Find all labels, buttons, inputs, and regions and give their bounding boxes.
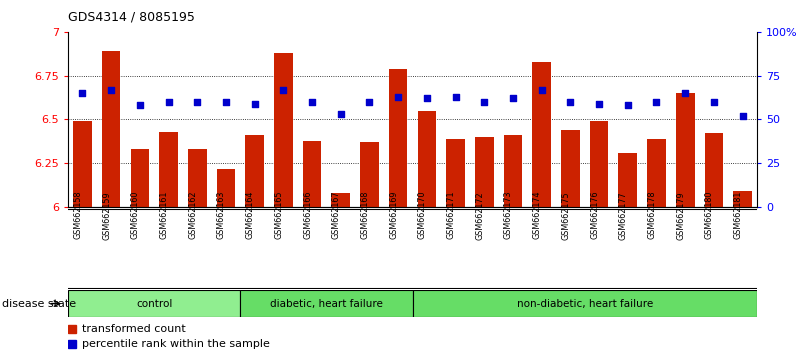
Point bbox=[306, 99, 319, 105]
Text: GSM662168: GSM662168 bbox=[360, 191, 369, 239]
Text: GSM662171: GSM662171 bbox=[447, 191, 456, 240]
Text: GSM662172: GSM662172 bbox=[475, 191, 485, 240]
Bar bbox=[475, 137, 493, 207]
Bar bbox=[676, 93, 694, 207]
Text: disease state: disease state bbox=[2, 298, 76, 309]
Point bbox=[622, 103, 634, 108]
Text: GSM662169: GSM662169 bbox=[389, 191, 398, 240]
Text: GSM662165: GSM662165 bbox=[275, 191, 284, 240]
Point bbox=[421, 96, 433, 101]
Bar bbox=[360, 142, 379, 207]
Bar bbox=[73, 121, 92, 207]
Bar bbox=[245, 135, 264, 207]
Bar bbox=[618, 153, 637, 207]
Text: GSM662179: GSM662179 bbox=[676, 191, 685, 240]
Text: GSM662164: GSM662164 bbox=[246, 191, 255, 239]
Bar bbox=[159, 132, 178, 207]
Bar bbox=[303, 141, 321, 207]
Point bbox=[363, 99, 376, 105]
Bar bbox=[274, 53, 292, 207]
Text: GSM662159: GSM662159 bbox=[103, 191, 111, 240]
Point bbox=[478, 99, 491, 105]
Bar bbox=[705, 133, 723, 207]
Point bbox=[449, 94, 462, 99]
Bar bbox=[240, 290, 413, 317]
Text: non-diabetic, heart failure: non-diabetic, heart failure bbox=[517, 298, 653, 309]
Text: percentile rank within the sample: percentile rank within the sample bbox=[82, 339, 270, 349]
Bar bbox=[561, 130, 580, 207]
Text: GSM662174: GSM662174 bbox=[533, 191, 541, 240]
Point bbox=[564, 99, 577, 105]
Point bbox=[535, 87, 548, 92]
Point bbox=[650, 99, 663, 105]
Point bbox=[334, 112, 347, 117]
Bar bbox=[590, 121, 609, 207]
Point bbox=[392, 94, 405, 99]
Point bbox=[593, 101, 606, 107]
Text: transformed count: transformed count bbox=[82, 324, 186, 335]
Bar bbox=[68, 290, 240, 317]
Text: GDS4314 / 8085195: GDS4314 / 8085195 bbox=[68, 11, 195, 24]
Text: GSM662167: GSM662167 bbox=[332, 191, 340, 240]
Bar bbox=[504, 135, 522, 207]
Point bbox=[105, 87, 118, 92]
Text: control: control bbox=[136, 298, 172, 309]
Text: GSM662181: GSM662181 bbox=[734, 191, 743, 239]
Point bbox=[277, 87, 290, 92]
Text: diabetic, heart failure: diabetic, heart failure bbox=[270, 298, 383, 309]
Bar bbox=[216, 169, 235, 207]
Point bbox=[506, 96, 519, 101]
Bar bbox=[131, 149, 149, 207]
Text: GSM662160: GSM662160 bbox=[131, 191, 140, 239]
Bar bbox=[102, 51, 120, 207]
Bar bbox=[733, 191, 752, 207]
Point bbox=[76, 90, 89, 96]
Text: GSM662158: GSM662158 bbox=[74, 191, 83, 240]
Point bbox=[678, 90, 691, 96]
Point bbox=[219, 99, 232, 105]
Bar bbox=[188, 149, 207, 207]
Point bbox=[248, 101, 261, 107]
Bar bbox=[332, 193, 350, 207]
Bar bbox=[446, 139, 465, 207]
Bar bbox=[417, 111, 437, 207]
Text: GSM662177: GSM662177 bbox=[619, 191, 628, 240]
Text: GSM662161: GSM662161 bbox=[159, 191, 168, 239]
Text: GSM662166: GSM662166 bbox=[303, 191, 312, 239]
Text: GSM662173: GSM662173 bbox=[504, 191, 513, 240]
Text: GSM662178: GSM662178 bbox=[647, 191, 657, 240]
Bar bbox=[533, 62, 551, 207]
Point bbox=[191, 99, 203, 105]
Bar bbox=[388, 69, 408, 207]
Text: GSM662163: GSM662163 bbox=[217, 191, 226, 239]
Point bbox=[134, 103, 147, 108]
Text: GSM662176: GSM662176 bbox=[590, 191, 599, 240]
Text: GSM662180: GSM662180 bbox=[705, 191, 714, 239]
Text: GSM662170: GSM662170 bbox=[418, 191, 427, 240]
Bar bbox=[647, 139, 666, 207]
Text: GSM662162: GSM662162 bbox=[188, 191, 197, 240]
Bar bbox=[413, 290, 757, 317]
Point bbox=[162, 99, 175, 105]
Point bbox=[736, 113, 749, 119]
Text: GSM662175: GSM662175 bbox=[562, 191, 570, 240]
Point bbox=[707, 99, 720, 105]
